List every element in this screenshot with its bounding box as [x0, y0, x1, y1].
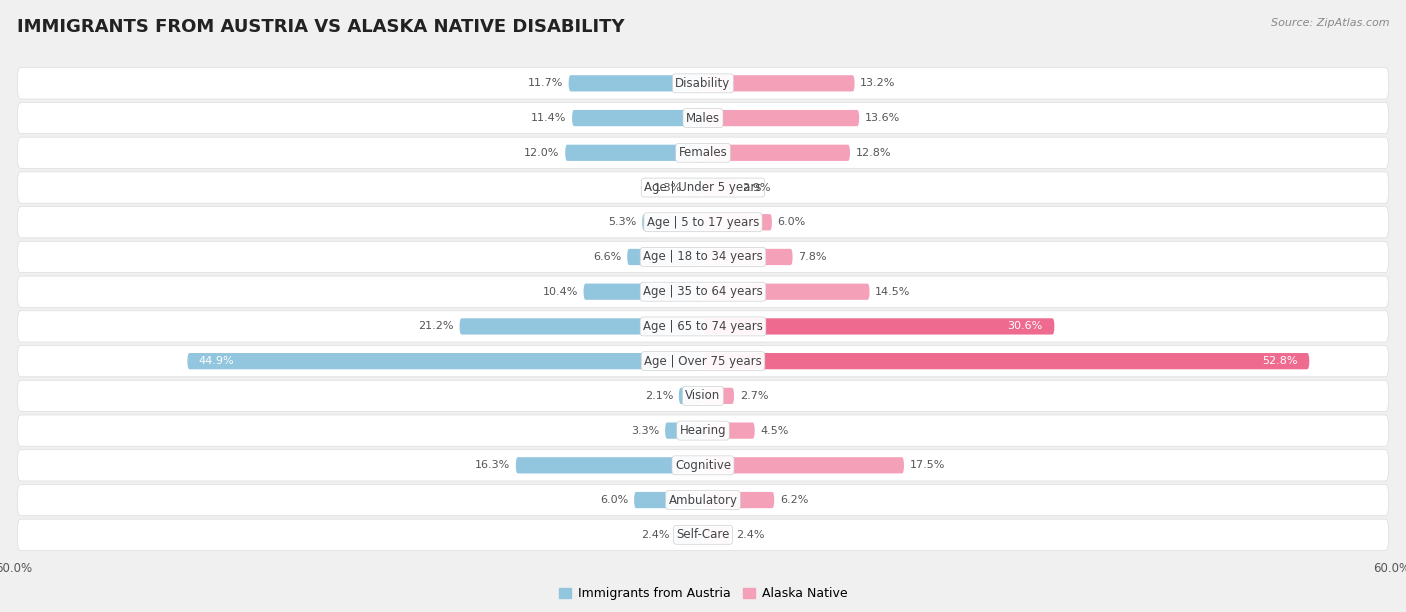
- Text: Age | Over 75 years: Age | Over 75 years: [644, 354, 762, 368]
- FancyBboxPatch shape: [627, 249, 703, 265]
- FancyBboxPatch shape: [583, 283, 703, 300]
- Text: 17.5%: 17.5%: [910, 460, 945, 471]
- FancyBboxPatch shape: [565, 144, 703, 161]
- Text: 2.1%: 2.1%: [645, 391, 673, 401]
- Text: Ambulatory: Ambulatory: [668, 493, 738, 507]
- Text: 11.7%: 11.7%: [527, 78, 562, 88]
- Text: Hearing: Hearing: [679, 424, 727, 437]
- FancyBboxPatch shape: [17, 346, 1389, 377]
- FancyBboxPatch shape: [460, 318, 703, 335]
- Text: 6.6%: 6.6%: [593, 252, 621, 262]
- Text: Vision: Vision: [685, 389, 721, 402]
- FancyBboxPatch shape: [703, 179, 737, 196]
- Text: 30.6%: 30.6%: [1008, 321, 1043, 332]
- FancyBboxPatch shape: [572, 110, 703, 126]
- Text: 13.2%: 13.2%: [860, 78, 896, 88]
- Text: 52.8%: 52.8%: [1263, 356, 1298, 366]
- Text: 5.3%: 5.3%: [609, 217, 637, 227]
- FancyBboxPatch shape: [703, 144, 851, 161]
- Text: 7.8%: 7.8%: [799, 252, 827, 262]
- FancyBboxPatch shape: [679, 388, 703, 404]
- FancyBboxPatch shape: [703, 388, 734, 404]
- Text: 4.5%: 4.5%: [761, 425, 789, 436]
- FancyBboxPatch shape: [703, 353, 1309, 369]
- Text: Source: ZipAtlas.com: Source: ZipAtlas.com: [1271, 18, 1389, 28]
- FancyBboxPatch shape: [688, 179, 703, 196]
- Text: 6.2%: 6.2%: [780, 495, 808, 505]
- Text: 6.0%: 6.0%: [600, 495, 628, 505]
- Text: 2.4%: 2.4%: [641, 530, 669, 540]
- FancyBboxPatch shape: [17, 380, 1389, 411]
- FancyBboxPatch shape: [703, 75, 855, 91]
- FancyBboxPatch shape: [703, 318, 1054, 335]
- Legend: Immigrants from Austria, Alaska Native: Immigrants from Austria, Alaska Native: [554, 582, 852, 605]
- FancyBboxPatch shape: [665, 422, 703, 439]
- Text: 44.9%: 44.9%: [198, 356, 235, 366]
- FancyBboxPatch shape: [17, 519, 1389, 550]
- Text: Age | Under 5 years: Age | Under 5 years: [644, 181, 762, 194]
- FancyBboxPatch shape: [17, 68, 1389, 99]
- FancyBboxPatch shape: [703, 249, 793, 265]
- FancyBboxPatch shape: [17, 137, 1389, 168]
- Text: 2.9%: 2.9%: [742, 182, 770, 193]
- FancyBboxPatch shape: [675, 527, 703, 543]
- Text: 12.8%: 12.8%: [856, 147, 891, 158]
- FancyBboxPatch shape: [17, 276, 1389, 307]
- Text: 13.6%: 13.6%: [865, 113, 900, 123]
- Text: 14.5%: 14.5%: [875, 286, 911, 297]
- FancyBboxPatch shape: [17, 102, 1389, 133]
- FancyBboxPatch shape: [17, 311, 1389, 342]
- Text: Self-Care: Self-Care: [676, 528, 730, 541]
- FancyBboxPatch shape: [703, 283, 869, 300]
- Text: 2.7%: 2.7%: [740, 391, 768, 401]
- Text: 6.0%: 6.0%: [778, 217, 806, 227]
- FancyBboxPatch shape: [17, 207, 1389, 238]
- FancyBboxPatch shape: [17, 415, 1389, 446]
- FancyBboxPatch shape: [634, 492, 703, 508]
- Text: 21.2%: 21.2%: [419, 321, 454, 332]
- Text: 11.4%: 11.4%: [531, 113, 567, 123]
- Text: 16.3%: 16.3%: [475, 460, 510, 471]
- FancyBboxPatch shape: [643, 214, 703, 230]
- Text: Males: Males: [686, 111, 720, 125]
- FancyBboxPatch shape: [703, 422, 755, 439]
- Text: Age | 5 to 17 years: Age | 5 to 17 years: [647, 216, 759, 229]
- FancyBboxPatch shape: [187, 353, 703, 369]
- Text: Age | 35 to 64 years: Age | 35 to 64 years: [643, 285, 763, 298]
- Text: Cognitive: Cognitive: [675, 459, 731, 472]
- FancyBboxPatch shape: [17, 450, 1389, 481]
- Text: 10.4%: 10.4%: [543, 286, 578, 297]
- FancyBboxPatch shape: [17, 241, 1389, 272]
- FancyBboxPatch shape: [703, 110, 859, 126]
- FancyBboxPatch shape: [17, 485, 1389, 516]
- FancyBboxPatch shape: [516, 457, 703, 474]
- Text: 3.3%: 3.3%: [631, 425, 659, 436]
- Text: Age | 65 to 74 years: Age | 65 to 74 years: [643, 320, 763, 333]
- Text: Age | 18 to 34 years: Age | 18 to 34 years: [643, 250, 763, 264]
- Text: Females: Females: [679, 146, 727, 159]
- FancyBboxPatch shape: [703, 457, 904, 474]
- FancyBboxPatch shape: [568, 75, 703, 91]
- FancyBboxPatch shape: [703, 492, 775, 508]
- FancyBboxPatch shape: [703, 214, 772, 230]
- FancyBboxPatch shape: [17, 172, 1389, 203]
- Text: Disability: Disability: [675, 77, 731, 90]
- Text: 12.0%: 12.0%: [524, 147, 560, 158]
- Text: IMMIGRANTS FROM AUSTRIA VS ALASKA NATIVE DISABILITY: IMMIGRANTS FROM AUSTRIA VS ALASKA NATIVE…: [17, 18, 624, 36]
- FancyBboxPatch shape: [703, 527, 731, 543]
- Text: 1.3%: 1.3%: [654, 182, 682, 193]
- Text: 2.4%: 2.4%: [737, 530, 765, 540]
